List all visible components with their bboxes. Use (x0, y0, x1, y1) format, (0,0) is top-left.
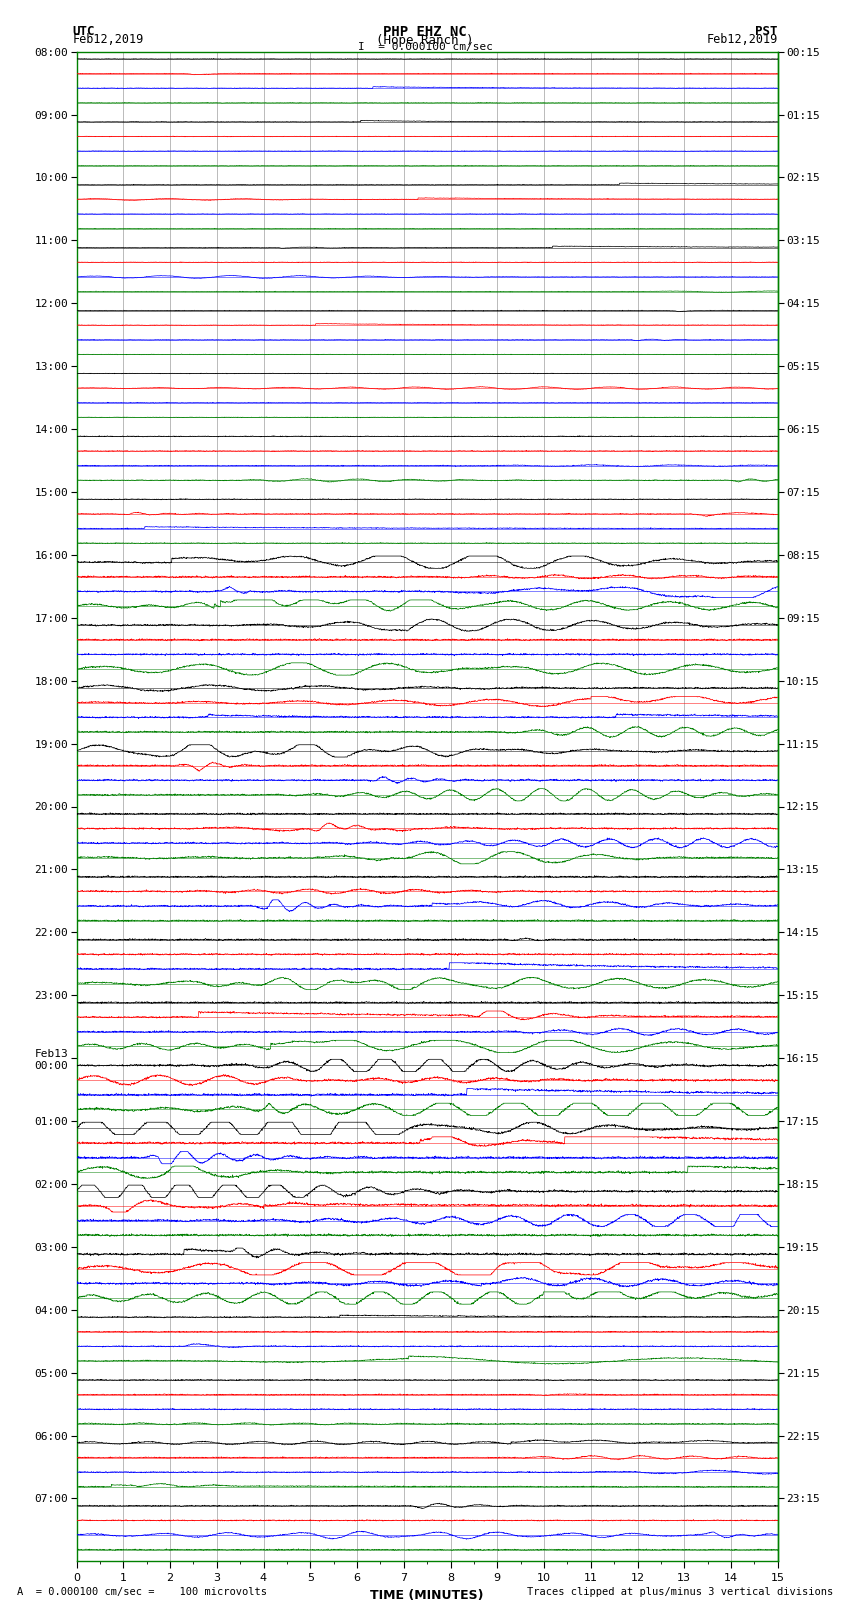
Text: Feb12,2019: Feb12,2019 (706, 34, 778, 47)
Text: Traces clipped at plus/minus 3 vertical divisions: Traces clipped at plus/minus 3 vertical … (527, 1587, 833, 1597)
X-axis label: TIME (MINUTES): TIME (MINUTES) (371, 1589, 484, 1602)
Text: UTC: UTC (72, 24, 94, 39)
Text: I  = 0.000100 cm/sec: I = 0.000100 cm/sec (358, 42, 492, 52)
Text: A  = 0.000100 cm/sec =    100 microvolts: A = 0.000100 cm/sec = 100 microvolts (17, 1587, 267, 1597)
Text: (Hope Ranch ): (Hope Ranch ) (377, 34, 473, 47)
Text: PST: PST (756, 24, 778, 39)
Text: PHP EHZ NC: PHP EHZ NC (383, 24, 467, 39)
Text: Feb12,2019: Feb12,2019 (72, 34, 144, 47)
